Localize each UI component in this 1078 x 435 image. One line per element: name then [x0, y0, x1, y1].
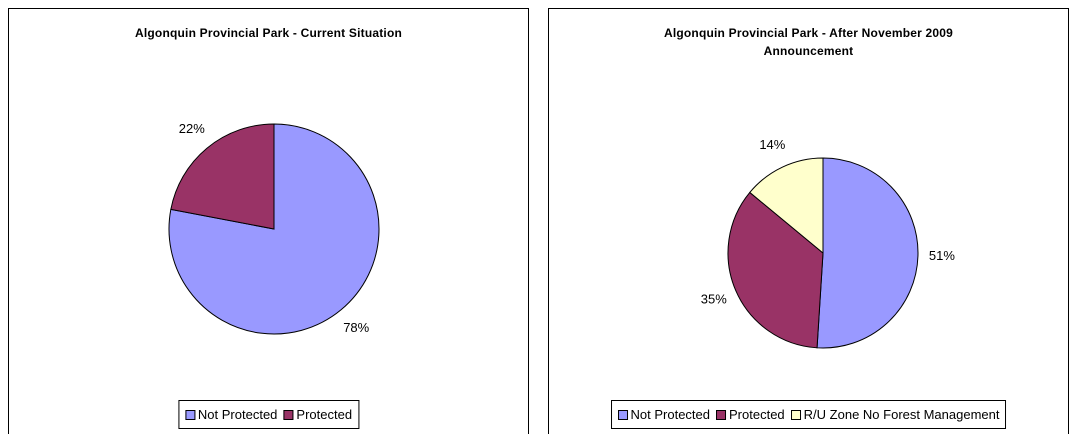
legend: Not Protected Protected R/U Zone No Forest… [610, 400, 1007, 429]
pie-chart: 51% 35% 14% [701, 137, 955, 349]
legend-label: Protected [296, 407, 353, 422]
pie-slice [816, 157, 919, 349]
legend-label: Protected [729, 407, 785, 422]
chart-panel: Algonquin Provincial Park - Current Situ… [8, 8, 529, 434]
data-label: 22% [179, 121, 205, 136]
legend-entry: Protected [283, 407, 352, 422]
pie-slice [170, 123, 275, 230]
legend-swatch [790, 409, 801, 420]
chart-title: Algonquin Provincial Park - After Novemb… [663, 26, 954, 58]
legend-label: Not Protected [630, 407, 711, 422]
legend-entry: Not Protected [184, 407, 278, 422]
legend-entry: Protected [716, 407, 785, 422]
chart-title: Algonquin Provincial Park - Current Situ… [134, 26, 403, 40]
legend-label: Not Protected [197, 407, 278, 422]
pie-slice [749, 157, 824, 255]
legend-label: R/U Zone No Forest Management [803, 407, 1000, 422]
pie-chart: 78% 22% [168, 121, 380, 335]
data-label: 14% [759, 137, 785, 152]
legend: Not Protected Protected [177, 400, 360, 429]
legend-entry: Not Protected [617, 407, 711, 422]
legend-swatch [617, 409, 628, 420]
data-label: 78% [343, 320, 369, 335]
data-label: 51% [929, 248, 955, 263]
legend-swatch [184, 409, 195, 420]
legend-swatch [716, 409, 727, 420]
chart-panel: Algonquin Provincial Park - After Novemb… [548, 8, 1069, 434]
legend-swatch [283, 409, 294, 420]
pie-slice [727, 191, 824, 349]
legend-entry: R/U Zone No Forest Management [790, 407, 1000, 422]
data-label: 35% [701, 292, 727, 307]
